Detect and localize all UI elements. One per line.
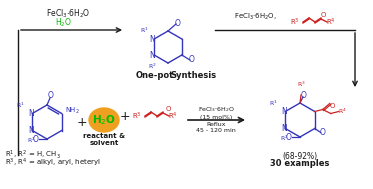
Text: H$_2$O: H$_2$O — [54, 17, 72, 29]
Text: N: N — [149, 50, 155, 60]
Text: R$^4$: R$^4$ — [326, 16, 336, 28]
Text: 30 examples: 30 examples — [270, 160, 330, 169]
Text: R$^2$: R$^2$ — [27, 136, 36, 145]
Text: O: O — [33, 135, 39, 143]
Text: NH$_2$: NH$_2$ — [65, 105, 80, 116]
Text: (68-92%): (68-92%) — [282, 152, 317, 160]
Text: R$^1$: R$^1$ — [140, 25, 148, 35]
Text: +: + — [77, 115, 87, 129]
Text: R$^2$: R$^2$ — [280, 134, 289, 143]
Text: R$^1$, R$^2$ = H, CH$_3$: R$^1$, R$^2$ = H, CH$_3$ — [5, 149, 61, 161]
Text: Synthesis: Synthesis — [170, 71, 216, 81]
Text: R$^1$: R$^1$ — [16, 101, 25, 110]
Text: O: O — [320, 128, 326, 137]
Text: H$_2$O: H$_2$O — [92, 113, 116, 127]
Text: R$^2$: R$^2$ — [148, 61, 157, 71]
Text: N: N — [281, 124, 287, 133]
Text: FeCl$_3$$\cdot$6H$_2$O: FeCl$_3$$\cdot$6H$_2$O — [198, 105, 234, 115]
Text: N: N — [28, 109, 34, 118]
Text: O: O — [286, 132, 292, 142]
Text: solvent: solvent — [89, 140, 119, 146]
Text: O: O — [320, 12, 326, 18]
Text: N: N — [149, 35, 155, 43]
Text: FeCl$_3$$\cdot$6H$_2$O: FeCl$_3$$\cdot$6H$_2$O — [46, 8, 90, 20]
Text: O: O — [301, 91, 307, 99]
Text: reactant &: reactant & — [83, 133, 125, 139]
Text: FeCl$_3$$\cdot$6H$_2$O,: FeCl$_3$$\cdot$6H$_2$O, — [233, 12, 276, 22]
Text: R$^4$: R$^4$ — [338, 107, 347, 116]
Text: N: N — [281, 107, 287, 116]
Text: Reflux: Reflux — [206, 122, 226, 126]
Text: N: N — [28, 126, 34, 135]
Text: R$^1$: R$^1$ — [269, 99, 278, 108]
Text: O: O — [48, 91, 54, 101]
Text: One-pot: One-pot — [136, 71, 174, 81]
Text: (15 mol%): (15 mol%) — [200, 115, 232, 119]
Text: R$^3$: R$^3$ — [297, 79, 305, 89]
Text: R$^3$: R$^3$ — [290, 16, 300, 28]
Text: 45 - 120 min: 45 - 120 min — [196, 129, 236, 133]
Text: R$^3$, R$^4$ = alkyl, aryl, heteryl: R$^3$, R$^4$ = alkyl, aryl, heteryl — [5, 157, 101, 169]
Text: O: O — [165, 106, 171, 112]
Text: O: O — [330, 102, 335, 108]
Text: +: + — [120, 109, 130, 122]
Text: R$^3$: R$^3$ — [132, 110, 142, 122]
Text: R$^4$: R$^4$ — [168, 110, 178, 122]
Text: O: O — [175, 19, 181, 28]
Ellipse shape — [89, 108, 119, 132]
Text: O: O — [189, 56, 195, 64]
